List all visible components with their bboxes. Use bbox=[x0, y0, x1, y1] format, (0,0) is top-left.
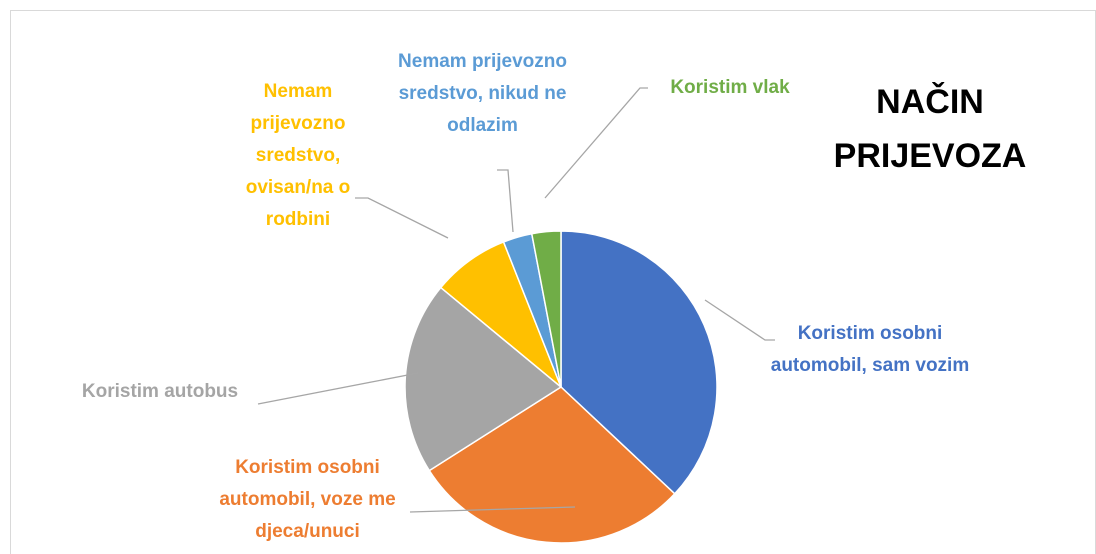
slice-label: Koristim osobni automobil, sam vozim bbox=[770, 323, 970, 376]
leader-line bbox=[257, 372, 419, 405]
pie-slice bbox=[530, 230, 562, 388]
leader-line bbox=[409, 506, 576, 513]
slice-label: Koristim autobus bbox=[81, 381, 239, 402]
slice-label: Koristim osobni automobil, voze me djeca… bbox=[219, 457, 396, 542]
pie-slice bbox=[428, 386, 676, 544]
chart-title: NAČIN PRIJEVOZA bbox=[833, 83, 1027, 175]
pie-slice bbox=[404, 286, 563, 472]
slice-label: Nemam prijevozno sredstvo, ovisan/na o r… bbox=[245, 81, 351, 230]
slice-label: Nemam prijevozno sredstvo, nikud ne odla… bbox=[398, 51, 567, 136]
leader-line bbox=[544, 87, 648, 199]
leader-line bbox=[704, 299, 775, 341]
leader-line bbox=[497, 169, 514, 233]
pie-slice bbox=[560, 230, 718, 495]
slice-label: Koristim vlak bbox=[670, 77, 790, 98]
leader-line bbox=[355, 197, 449, 239]
